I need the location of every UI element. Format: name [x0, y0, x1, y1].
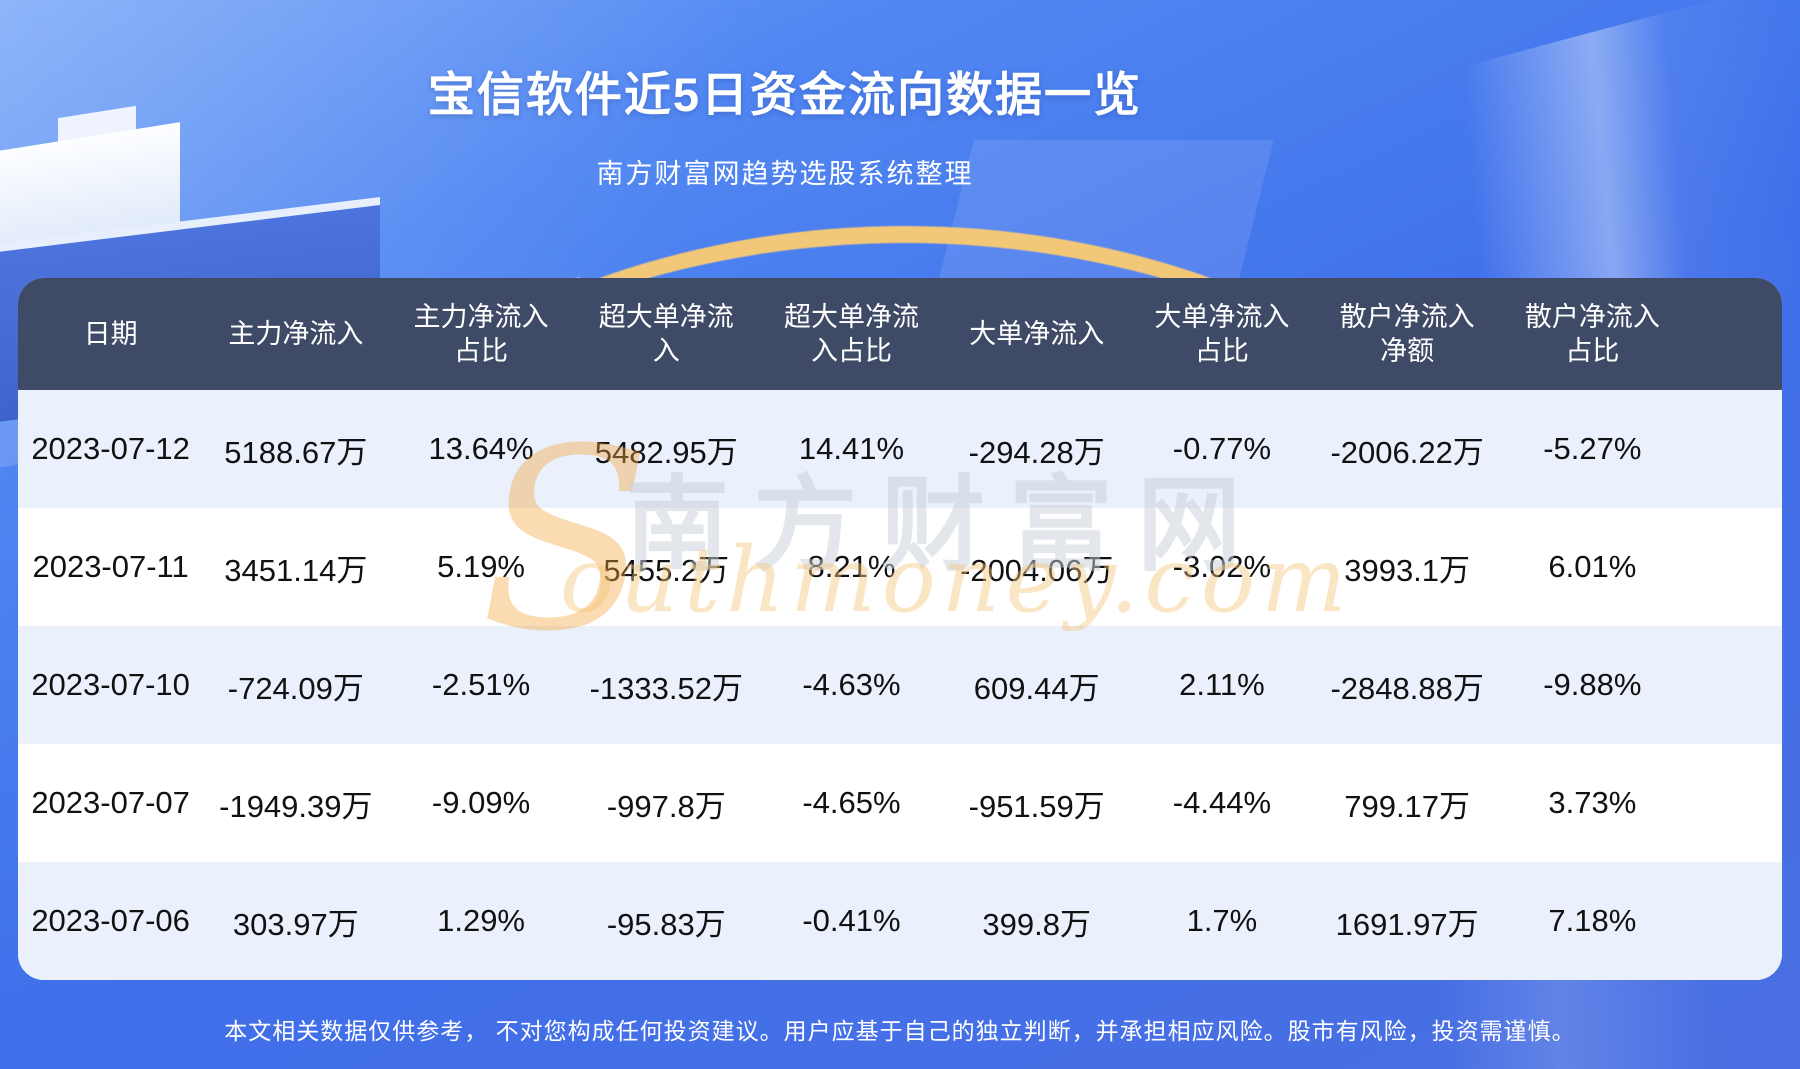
table-cell: 1691.97万 — [1335, 906, 1479, 942]
table-cell: 2023-07-07 — [31, 785, 190, 820]
table-cell: -4.63% — [802, 667, 901, 702]
table-cell: 3.73% — [1548, 785, 1637, 820]
column-header: 主力净流入 占比 — [413, 302, 549, 366]
table-cell: 8.21% — [807, 549, 896, 584]
table-cell: -3.02% — [1172, 549, 1272, 584]
column-header: 散户净流入 占比 — [1524, 302, 1660, 366]
table-cell: -2006.22万 — [1330, 434, 1484, 470]
table-cell: -4.44% — [1172, 785, 1272, 820]
table-cell: -95.83万 — [606, 906, 726, 942]
table-cell: 399.8万 — [982, 906, 1091, 942]
table-cell: 303.97万 — [232, 906, 359, 942]
column-header: 超大单净流 入占比 — [783, 302, 919, 366]
page-subtitle: 南方财富网趋势选股系统整理 — [596, 159, 974, 189]
table-cell: -724.09万 — [227, 670, 364, 706]
table-cell: -9.88% — [1543, 667, 1642, 702]
column-header: 超大单净流 入 — [598, 302, 734, 366]
table-cell: -0.77% — [1172, 431, 1272, 466]
table-cell: 799.17万 — [1344, 788, 1471, 824]
table-row: 2023-07-12 5188.67万 13.64% 5482.95万 14.41% -2… — [18, 390, 1782, 508]
table-cell: 7.18% — [1548, 903, 1637, 938]
table-cell: -0.41% — [802, 903, 901, 938]
table-cell: 5455.2万 — [603, 552, 730, 588]
table-cell: 3993.1万 — [1344, 552, 1471, 588]
table-cell: -997.8万 — [606, 788, 726, 824]
table-cell: 5188.67万 — [224, 434, 368, 470]
table-cell: -1949.39万 — [219, 788, 373, 824]
table-cell: 13.64% — [428, 431, 534, 466]
column-header: 大单净流入 — [969, 319, 1105, 349]
table-row: 2023-07-07 -1949.39万 -9.09% -997.8万 -4.65% -9… — [18, 744, 1782, 862]
table-cell: -294.28万 — [968, 434, 1105, 470]
table-cell: 1.29% — [437, 903, 525, 938]
table-body: 2023-07-12 5188.67万 13.64% 5482.95万 14.41% -2… — [18, 390, 1782, 980]
table-cell: 6.01% — [1548, 549, 1637, 584]
table-cell: -2848.88万 — [1330, 670, 1484, 706]
table-cell: -951.59万 — [968, 788, 1105, 824]
column-header: 大单净流入 占比 — [1154, 302, 1290, 366]
column-header: 日期 — [83, 319, 138, 349]
disclaimer-text: 本文相关数据仅供参考， 不对您构成任何投资建议。用户应基于自己的独立判断，并承担… — [224, 1018, 1576, 1044]
fund-flow-table: 日期 主力净流入 主力净流入 占比 超大单净流 入超大单净流 入占比 大单净流入 大单净流… — [18, 278, 1782, 980]
page-title: 宝信软件近5日资金流向数据一览 — [427, 68, 1143, 121]
table-header-row: 日期 主力净流入 主力净流入 占比 超大单净流 入超大单净流 入占比 大单净流入 大单净流… — [18, 278, 1782, 390]
table-cell: -9.09% — [431, 785, 531, 820]
table-cell: -4.65% — [802, 785, 901, 820]
column-header: 主力净流入 — [228, 319, 364, 349]
table-cell: -1333.52万 — [589, 670, 743, 706]
table-cell: -2.51% — [431, 667, 531, 702]
column-header: 散户净流入 净额 — [1339, 302, 1475, 366]
table-cell: -5.27% — [1543, 431, 1642, 466]
table-cell: 2023-07-06 — [31, 903, 190, 938]
table-cell: 1.7% — [1186, 903, 1258, 938]
table-cell: 14.41% — [798, 431, 905, 466]
table-cell: -2004.06万 — [960, 552, 1114, 588]
table-row: 2023-07-10 -724.09万 -2.51% -1333.52万 -4.63% 6… — [18, 626, 1782, 744]
table-cell: 609.44万 — [973, 670, 1100, 706]
table-cell: 5.19% — [437, 549, 525, 584]
table-cell: 2023-07-11 — [32, 549, 189, 584]
table-row: 2023-07-06 303.97万 1.29% -95.83万 -0.41% 399.8… — [18, 862, 1782, 980]
table-cell: 2023-07-10 — [31, 667, 190, 702]
table-cell: 5482.95万 — [594, 434, 738, 470]
table-cell: 3451.14万 — [224, 552, 368, 588]
table-row: 2023-07-11 3451.14万 5.19% 5455.2万 8.21% -2004… — [18, 508, 1782, 626]
table-cell: 2.11% — [1179, 667, 1265, 702]
table-cell: 2023-07-12 — [31, 431, 190, 466]
